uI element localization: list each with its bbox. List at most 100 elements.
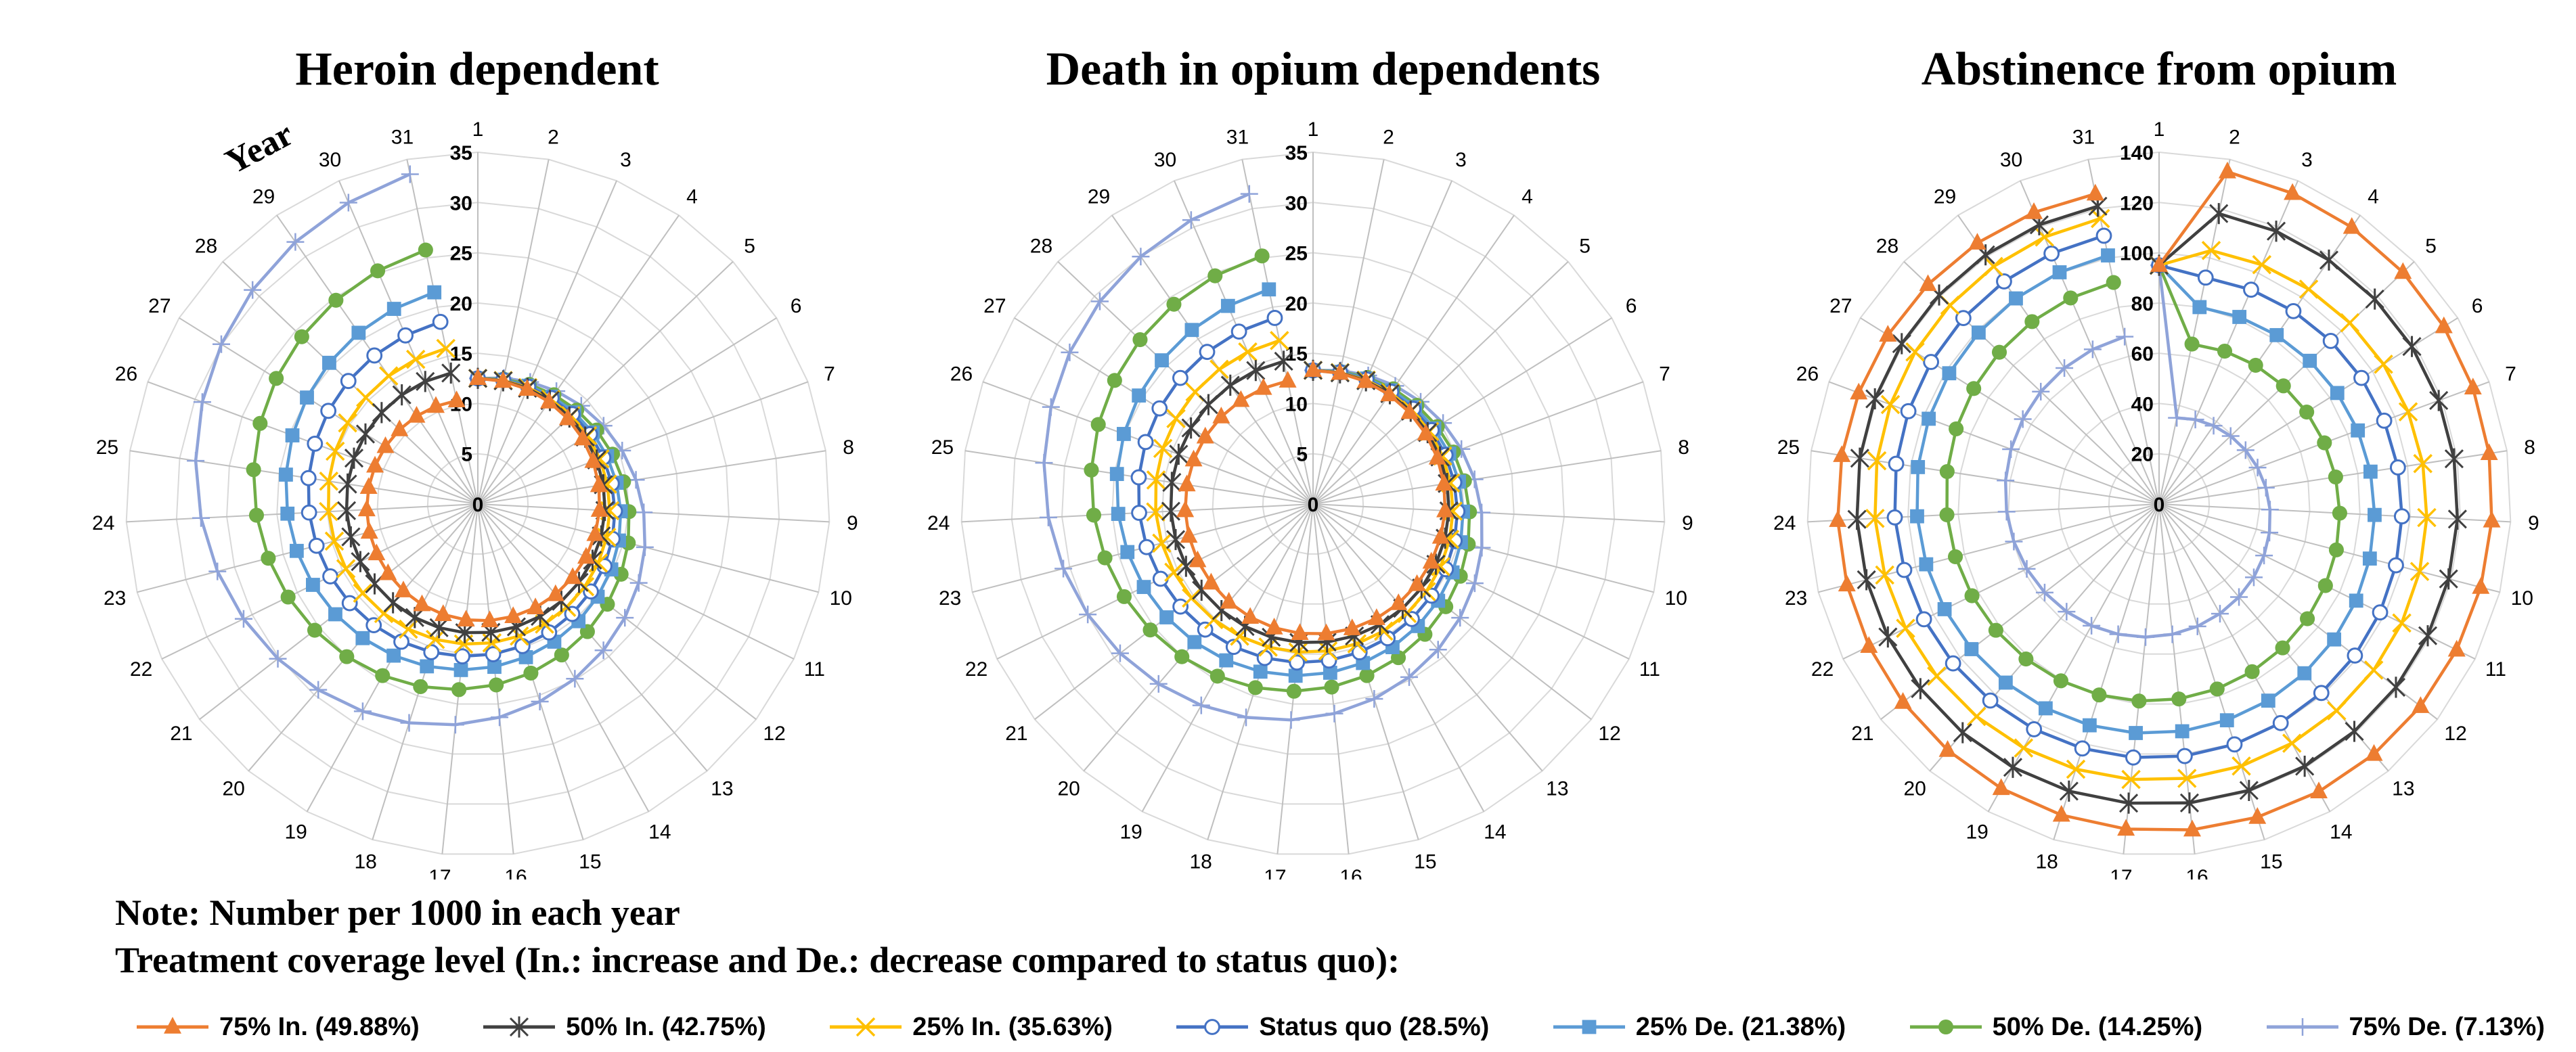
spoke-label: 16 — [2185, 866, 2208, 879]
data-point — [2171, 691, 2187, 707]
spoke-line — [477, 214, 680, 505]
data-point — [359, 477, 378, 495]
data-point — [1109, 467, 1124, 482]
data-point — [1199, 344, 1216, 361]
chart-abstinence-from-opium: 1 234567891011121314151617181920212223242… — [1773, 43, 2539, 879]
data-point — [1225, 639, 1242, 656]
spoke-line — [2158, 503, 2331, 813]
data-point — [1117, 427, 1131, 441]
grid-ring — [1111, 302, 1515, 705]
data-point — [2398, 402, 2418, 421]
spoke-label: 21 — [170, 723, 192, 745]
data-point — [2303, 353, 2317, 368]
series-line — [1915, 254, 2376, 735]
data-point — [1400, 668, 1419, 686]
data-point — [357, 499, 376, 517]
legend-item: 25% De. (21.38%) — [1552, 1013, 1846, 1042]
data-point — [1132, 388, 1147, 403]
data-point — [446, 716, 464, 734]
data-point — [1429, 641, 1447, 659]
data-point — [590, 500, 608, 517]
spoke-line — [1174, 180, 1314, 505]
data-point — [2261, 524, 2279, 542]
data-point — [1172, 369, 1189, 386]
data-point — [252, 415, 268, 431]
grid-ring — [1907, 252, 2411, 755]
data-point — [1220, 591, 1238, 609]
data-point — [1182, 211, 1200, 229]
spoke-line — [477, 180, 617, 505]
tick-label: 25 — [450, 243, 472, 265]
spoke-label: 3 — [1455, 149, 1467, 171]
spoke-label: 26 — [1796, 363, 1819, 386]
data-point — [1937, 602, 1952, 616]
data-point — [1911, 678, 1930, 700]
spoke-line — [2158, 503, 2476, 660]
data-point — [1162, 472, 1182, 493]
chart-title: Death in opium dependents — [1046, 43, 1601, 95]
data-point — [1254, 378, 1272, 395]
data-point — [1953, 722, 1972, 744]
data-point — [1111, 507, 1126, 521]
data-point — [1151, 400, 1168, 417]
data-point — [635, 503, 653, 522]
spoke-label: 27 — [148, 295, 171, 317]
legend-swatch — [483, 1016, 556, 1038]
legend-label: 25% De. (21.38%) — [1635, 1012, 1846, 1041]
data-point — [1829, 510, 1847, 527]
data-point — [1400, 402, 1419, 419]
chart-canvas: 1 234567891011121314151617181920212223242… — [92, 43, 2539, 879]
data-point — [2386, 677, 2406, 698]
data-point — [2413, 454, 2433, 474]
data-point — [269, 371, 284, 386]
data-point — [400, 714, 418, 732]
data-point — [1265, 618, 1283, 635]
spoke-label: 19 — [284, 821, 307, 843]
data-point — [1152, 570, 1169, 587]
grid-ring — [226, 252, 730, 755]
data-point — [2402, 336, 2422, 357]
data-point — [1159, 610, 1174, 624]
data-point — [248, 507, 264, 523]
data-point — [376, 436, 395, 453]
tick-label: 20 — [2131, 444, 2154, 466]
data-point — [1131, 505, 1147, 521]
data-point — [2313, 685, 2330, 702]
spoke-label: 29 — [1088, 185, 1110, 208]
data-point — [2417, 507, 2437, 528]
spoke-label: 23 — [104, 587, 126, 610]
data-point — [1996, 273, 2012, 290]
data-point — [1254, 248, 1270, 264]
data-point — [1107, 373, 1122, 388]
data-point — [1182, 588, 1201, 608]
data-point — [351, 551, 370, 572]
data-point — [2217, 343, 2233, 359]
tick-label: 35 — [1285, 142, 1308, 164]
data-point — [2392, 613, 2412, 633]
data-point — [546, 584, 564, 601]
data-point — [1035, 454, 1053, 472]
data-point — [447, 390, 466, 407]
spoke-line — [1111, 214, 1314, 505]
spoke-line — [406, 159, 479, 505]
data-point — [2353, 369, 2370, 386]
grid-ring — [125, 151, 830, 855]
legend-label: 25% In. (35.63%) — [912, 1012, 1113, 1041]
data-point — [1850, 447, 1869, 469]
data-point — [212, 335, 230, 353]
spoke-line — [137, 503, 479, 593]
data-point — [1325, 704, 1343, 723]
data-point — [1240, 185, 1258, 203]
data-point — [577, 547, 595, 564]
data-point — [368, 543, 386, 561]
spoke-line — [1312, 261, 1569, 505]
data-point — [2299, 279, 2319, 299]
spoke-line — [477, 503, 795, 660]
data-point — [2297, 666, 2312, 681]
data-point — [1146, 502, 1165, 522]
data-point — [1279, 371, 1297, 388]
data-point — [2330, 386, 2345, 401]
data-point — [1323, 666, 1337, 680]
data-point — [1120, 545, 1135, 559]
data-point — [629, 574, 648, 592]
